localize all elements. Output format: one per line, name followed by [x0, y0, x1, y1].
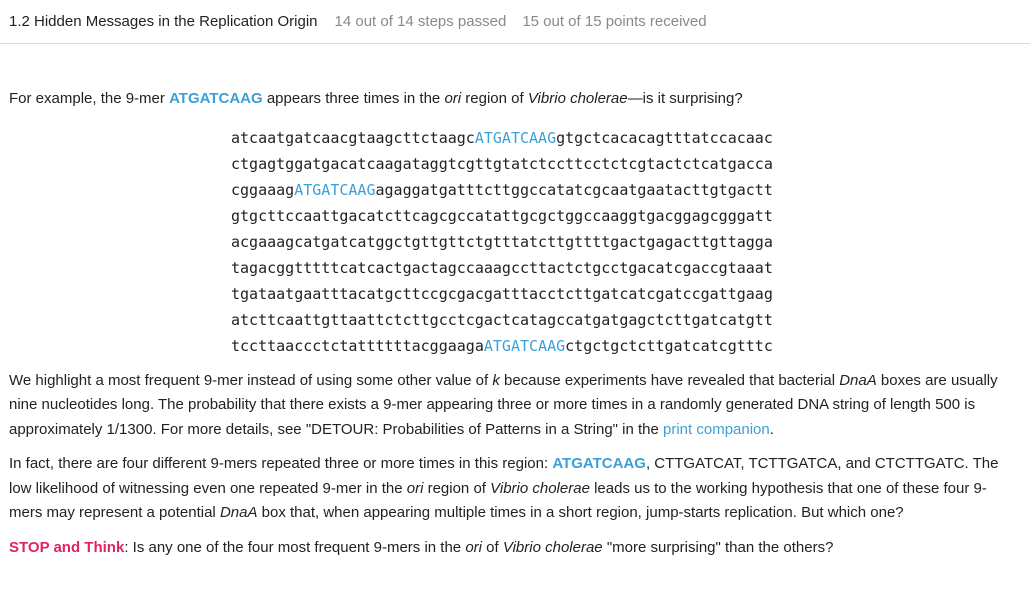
text: boxes are usually nine nucleotides long.…	[9, 371, 998, 438]
dna-text: gtgctcacacagtttatccacaac	[556, 128, 773, 147]
text: leads us to the working hypothesis that …	[9, 479, 987, 522]
text: .	[769, 420, 774, 438]
ori-term: ori	[465, 538, 482, 556]
highlighted-kmer: ATGATCAAG	[483, 336, 566, 355]
k-variable: k	[492, 371, 500, 389]
text: appears three times in the	[262, 90, 445, 107]
text: : Is any one of the four most frequent 9…	[124, 538, 466, 556]
dna-line: atcttcaattgttaattctcttgcctcgactcatagccat…	[231, 310, 773, 329]
stop-and-think-label: STOP and Think	[9, 538, 125, 556]
four-kmers-paragraph: In fact, there are four different 9-mers…	[9, 452, 1020, 526]
dna-text: tccttaaccctctattttttacggaaga	[231, 336, 484, 355]
dna-sequence-block: atcaatgatcaacgtaagcttctaagcATGATCAAGgtgc…	[231, 125, 1020, 359]
print-companion-link[interactable]: print companion	[663, 420, 770, 438]
dnaa-term: DnaA	[839, 371, 877, 389]
dna-text: ctgctgctcttgatcatcgtttc	[565, 336, 773, 355]
ori-term: ori	[406, 479, 424, 497]
dna-line: gtgcttccaattgacatcttcagcgccatattgcgctggc…	[231, 206, 773, 225]
stop-and-think-paragraph: STOP and Think: Is any one of the four m…	[9, 536, 1020, 561]
text: —is it surprising?	[627, 90, 743, 107]
points-received: 15 out of 15 points received	[522, 13, 707, 30]
lesson-title[interactable]: 1.2 Hidden Messages in the Replication O…	[9, 13, 318, 30]
dna-line: tagacggtttttcatcactgactagccaaagccttactct…	[231, 258, 773, 277]
kmer-explanation-paragraph: We highlight a most frequent 9-mer inste…	[9, 369, 1020, 443]
highlighted-kmer: ATGATCAAG	[474, 128, 557, 147]
highlighted-kmer: ATGATCAAG	[294, 180, 376, 199]
text: of	[482, 538, 503, 556]
text: region of	[423, 479, 491, 497]
text: For example, the 9-mer	[9, 90, 170, 107]
highlighted-kmer: ATGATCAAG	[552, 455, 646, 472]
dna-line: acgaaagcatgatcatggctgttgttctgtttatcttgtt…	[231, 232, 773, 251]
dnaa-term: DnaA	[219, 504, 258, 521]
text: , CTTGATCAT, TCTTGATCA, and CTCTTGATC. T…	[9, 455, 999, 497]
text: because experiments have revealed that b…	[499, 371, 840, 389]
dna-line: tccttaaccctctattttttacggaagaATGATCAAGctg…	[231, 333, 1020, 359]
lesson-content: For example, the 9-mer ATGATCAAG appears…	[0, 87, 1030, 560]
intro-paragraph: For example, the 9-mer ATGATCAAG appears…	[9, 87, 1020, 112]
steps-passed: 14 out of 14 steps passed	[334, 13, 507, 30]
dna-line: cggaaagATGATCAAGagaggatgatttcttggccatatc…	[231, 177, 1020, 203]
organism-name: Vibrio cholerae	[490, 479, 590, 497]
organism-name: Vibrio cholerae	[527, 90, 628, 107]
ori-term: ori	[444, 90, 462, 107]
text: box that, when appearing multiple times …	[257, 504, 904, 521]
lesson-header: 1.2 Hidden Messages in the Replication O…	[0, 0, 1030, 44]
dna-line: ctgagtggatgacatcaagataggtcgttgtatctccttc…	[231, 154, 773, 173]
text: In fact, there are four different 9-mers…	[9, 455, 553, 472]
text: We highlight a most frequent 9-mer inste…	[9, 371, 493, 389]
dna-line: atcaatgatcaacgtaagcttctaagcATGATCAAGgtgc…	[231, 125, 1020, 151]
text: "more surprising" than the others?	[602, 538, 834, 556]
dna-text: atcaatgatcaacgtaagcttctaagc	[231, 128, 475, 147]
highlighted-kmer: ATGATCAAG	[169, 90, 263, 107]
dna-line: tgataatgaatttacatgcttccgcgacgatttacctctt…	[231, 284, 773, 303]
organism-name: Vibrio cholerae	[502, 538, 603, 556]
dna-text: cggaaag	[231, 180, 295, 199]
text: region of	[461, 90, 528, 107]
dna-text: agaggatgatttcttggccatatcgcaatgaatacttgtg…	[375, 180, 773, 199]
